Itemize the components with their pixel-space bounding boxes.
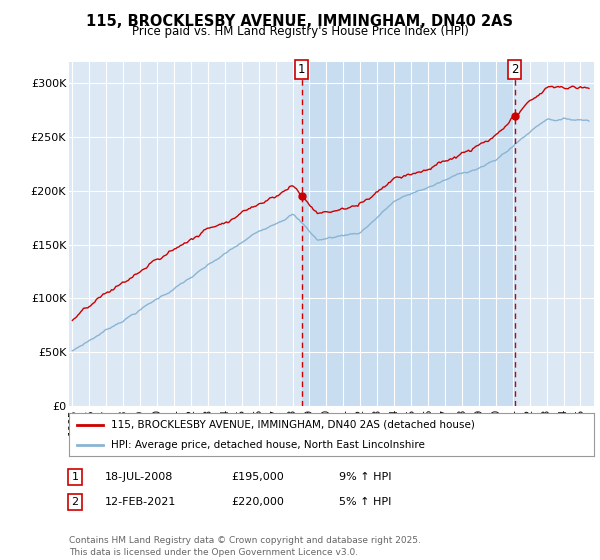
Text: 5% ↑ HPI: 5% ↑ HPI [339, 497, 391, 507]
Text: 12-FEB-2021: 12-FEB-2021 [105, 497, 176, 507]
Text: HPI: Average price, detached house, North East Lincolnshire: HPI: Average price, detached house, Nort… [111, 440, 425, 450]
Text: 9% ↑ HPI: 9% ↑ HPI [339, 472, 391, 482]
Text: 115, BROCKLESBY AVENUE, IMMINGHAM, DN40 2AS (detached house): 115, BROCKLESBY AVENUE, IMMINGHAM, DN40 … [111, 420, 475, 430]
Text: 1: 1 [298, 63, 305, 76]
Text: Contains HM Land Registry data © Crown copyright and database right 2025.
This d: Contains HM Land Registry data © Crown c… [69, 536, 421, 557]
Text: Price paid vs. HM Land Registry's House Price Index (HPI): Price paid vs. HM Land Registry's House … [131, 25, 469, 38]
Text: £195,000: £195,000 [231, 472, 284, 482]
Text: 2: 2 [511, 63, 518, 76]
Text: 2: 2 [71, 497, 79, 507]
Text: 115, BROCKLESBY AVENUE, IMMINGHAM, DN40 2AS: 115, BROCKLESBY AVENUE, IMMINGHAM, DN40 … [86, 14, 514, 29]
Bar [302, 62, 515, 406]
Text: £220,000: £220,000 [231, 497, 284, 507]
Text: 18-JUL-2008: 18-JUL-2008 [105, 472, 173, 482]
Text: 1: 1 [71, 472, 79, 482]
